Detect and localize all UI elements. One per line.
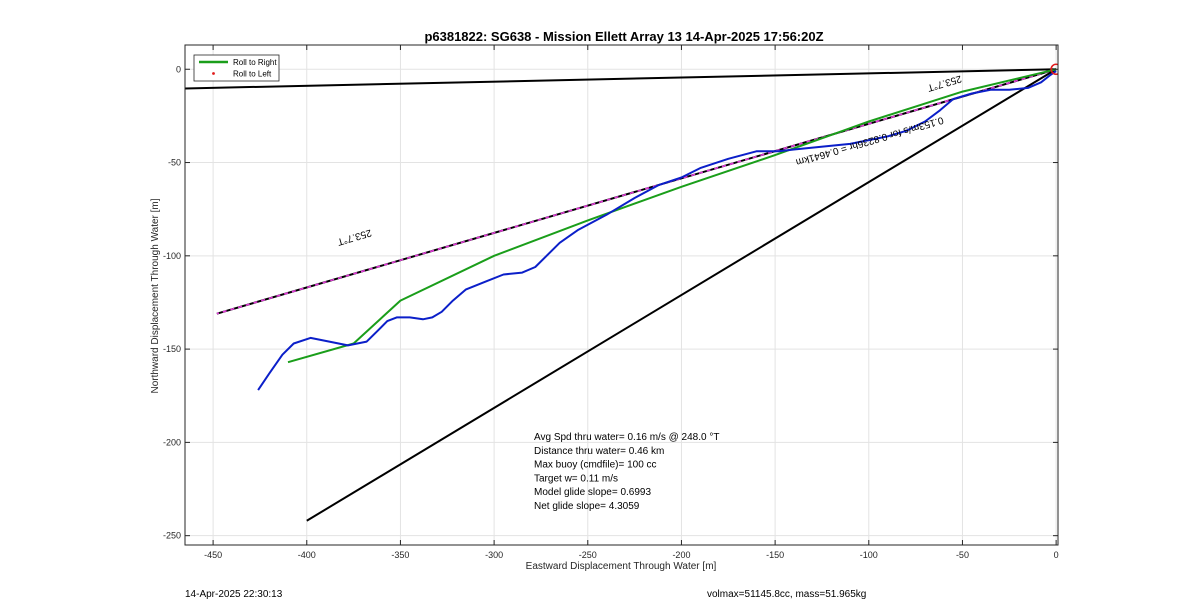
stats-annotations: Avg Spd thru water= 0.16 m/s @ 248.0 °T D… (534, 432, 719, 512)
legend-label: Roll to Left (233, 70, 272, 79)
x-tick-label: -100 (860, 550, 878, 560)
reference-line (306, 68, 1057, 522)
x-tick-label: -200 (672, 550, 690, 560)
y-axis-label: Northward Displacement Through Water [m] (150, 198, 161, 393)
annotation-line: Avg Spd thru water= 0.16 m/s @ 248.0 °T (534, 432, 719, 443)
x-tick-label: -400 (298, 550, 316, 560)
y-tick-label: -150 (163, 344, 181, 354)
reference-line (185, 68, 1057, 90)
x-tick-label: -300 (485, 550, 503, 560)
series-line-1 (257, 70, 1057, 391)
reference-line-dashed (216, 68, 1057, 315)
annotation-line: Net glide slope= 4.3059 (534, 501, 640, 512)
tick-labels: -450 -400 -350 -300 -250 -200 -150 -100 -50 0 0 -50… (163, 64, 1059, 560)
chart-title: p6381822: SG638 - Mission Ellett Array 1… (424, 29, 823, 44)
series-line-0 (287, 68, 1057, 364)
x-tick-label: -350 (391, 550, 409, 560)
legend-box (193, 54, 280, 82)
axes (184, 44, 1059, 546)
series-group (257, 63, 1058, 391)
annotation-line: Max buoy (cmdfile)= 100 cc (534, 460, 657, 471)
y-tick-label: -100 (163, 251, 181, 261)
footer-timestamp: 14-Apr-2025 22:30:13 (185, 589, 283, 600)
x-tick-label: -50 (956, 550, 969, 560)
y-tick-label: -200 (163, 437, 181, 447)
annotation-line: Target w= 0.11 m/s (534, 473, 618, 484)
axes-box (184, 44, 1059, 546)
x-tick-label: -450 (204, 550, 222, 560)
legend-label: Roll to Right (233, 58, 277, 67)
legend: Roll to Right Roll to Left (193, 54, 280, 82)
start-marker (1050, 63, 1058, 76)
legend-swatch-dot (212, 72, 215, 75)
x-tick-label: 0 (1054, 550, 1059, 560)
y-tick-label: -50 (168, 158, 181, 168)
y-tick-label: -250 (163, 531, 181, 541)
x-axis-label: Eastward Displacement Through Water [m] (526, 561, 717, 572)
y-tick-label: 0 (176, 64, 181, 74)
reference-lines (185, 68, 1057, 522)
footer-vol-mass: volmax=51145.8cc, mass=51.965kg (707, 589, 867, 600)
annotation-line: Distance thru water= 0.46 km (534, 446, 664, 457)
x-tick-label: -150 (766, 550, 784, 560)
annotation-line: Model glide slope= 0.6993 (534, 487, 651, 498)
x-tick-label: -250 (579, 550, 597, 560)
